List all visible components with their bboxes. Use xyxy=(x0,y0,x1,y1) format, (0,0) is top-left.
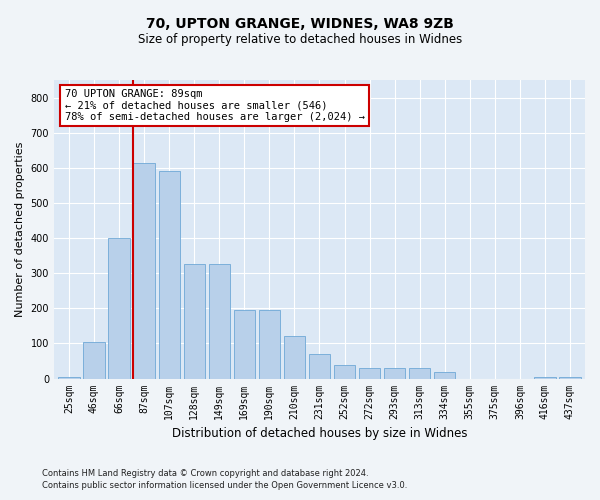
X-axis label: Distribution of detached houses by size in Widnes: Distribution of detached houses by size … xyxy=(172,427,467,440)
Y-axis label: Number of detached properties: Number of detached properties xyxy=(15,142,25,317)
Bar xyxy=(259,310,280,378)
Bar xyxy=(384,368,405,378)
Bar xyxy=(359,368,380,378)
Bar xyxy=(309,354,330,378)
Bar xyxy=(109,238,130,378)
Text: Size of property relative to detached houses in Widnes: Size of property relative to detached ho… xyxy=(138,32,462,46)
Text: 70 UPTON GRANGE: 89sqm
← 21% of detached houses are smaller (546)
78% of semi-de: 70 UPTON GRANGE: 89sqm ← 21% of detached… xyxy=(65,89,365,122)
Bar xyxy=(409,368,430,378)
Text: 70, UPTON GRANGE, WIDNES, WA8 9ZB: 70, UPTON GRANGE, WIDNES, WA8 9ZB xyxy=(146,18,454,32)
Bar xyxy=(559,377,581,378)
Bar xyxy=(83,342,104,378)
Bar xyxy=(434,372,455,378)
Bar xyxy=(184,264,205,378)
Text: Contains HM Land Registry data © Crown copyright and database right 2024.: Contains HM Land Registry data © Crown c… xyxy=(42,468,368,477)
Text: Contains public sector information licensed under the Open Government Licence v3: Contains public sector information licen… xyxy=(42,481,407,490)
Bar xyxy=(534,377,556,378)
Bar xyxy=(233,310,255,378)
Bar xyxy=(58,377,80,378)
Bar xyxy=(334,364,355,378)
Bar xyxy=(133,162,155,378)
Bar xyxy=(209,264,230,378)
Bar xyxy=(158,172,180,378)
Bar xyxy=(284,336,305,378)
